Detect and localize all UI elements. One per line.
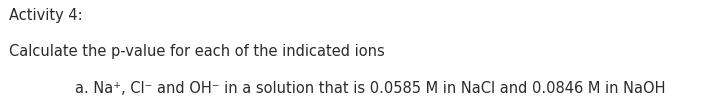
Text: a. Na⁺, Cl⁻ and OH⁻ in a solution that is 0.0585 M in NaCl and 0.0846 M in NaOH: a. Na⁺, Cl⁻ and OH⁻ in a solution that i… bbox=[75, 81, 666, 96]
Text: Activity 4:: Activity 4: bbox=[9, 8, 83, 23]
Text: Calculate the p-value for each of the indicated ions: Calculate the p-value for each of the in… bbox=[9, 44, 385, 59]
